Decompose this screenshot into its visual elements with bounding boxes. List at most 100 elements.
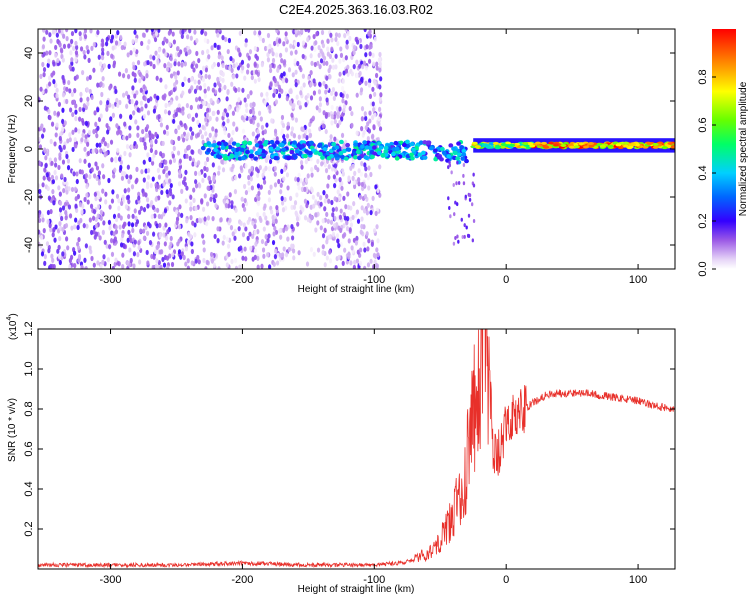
heatmap-cell [218,87,222,93]
heatmap-cell [187,113,192,119]
heatmap-cell [140,40,144,47]
heatmap-cell [338,119,342,126]
heatmap-cell [53,110,57,116]
heatmap-cell [102,136,106,142]
heatmap-cell [217,266,221,269]
heatmap-cell [123,121,127,127]
heatmap-cell [268,63,273,69]
heatmap-cell [178,204,182,210]
heatmap-cell [289,88,293,95]
heatmap-cell [346,30,350,37]
heatmap-cell [363,247,367,253]
heatmap-cell [61,57,65,63]
heatmap-cell [197,79,201,85]
heatmap-cell [148,240,153,246]
heatmap-cell [84,243,88,249]
heatmap-cell [64,209,68,216]
heatmap-cell [366,175,370,181]
heatmap-cell [232,63,236,69]
heatmap-cell [169,182,173,189]
heatmap-cell [139,205,144,211]
heatmap-band-cell [308,150,313,156]
heatmap-cell [228,217,232,223]
heatmap-cell [328,258,333,264]
heatmap-cell [343,247,347,253]
heatmap-cell [337,243,341,249]
heatmap-cell [279,52,283,58]
heatmap-cell [212,197,217,204]
heatmap-tail-cell [456,160,459,165]
heatmap-cell [144,192,148,198]
heatmap-ytick-label: 20 [23,95,35,107]
heatmap-cell [365,231,369,237]
heatmap-cell [243,75,247,81]
heatmap-cell [363,111,367,117]
heatmap-cell [96,107,100,113]
heatmap-cell [214,128,218,134]
heatmap-cell [309,53,313,59]
heatmap-cell [364,166,368,172]
heatmap-ytick-label: -40 [23,237,35,253]
heatmap-cell [304,29,308,33]
multiplier-exponent: 4 [6,317,13,321]
heatmap-band-cell [461,152,467,157]
heatmap-cell [42,36,46,42]
heatmap-cell [369,43,373,50]
snr-ytick-label: 0.6 [23,441,35,456]
heatmap-cell [318,102,322,108]
heatmap-cell [74,127,78,133]
heatmap-cell [359,43,363,50]
heatmap-cell [367,128,372,134]
heatmap-cell [344,55,348,61]
heatmap-cell [272,231,276,237]
heatmap-cell [282,71,286,77]
heatmap-cell [182,254,186,261]
heatmap-band-cell [289,149,295,155]
heatmap-cell [368,78,372,84]
heatmap-cell [360,161,364,167]
heatmap-cell [253,230,257,236]
heatmap-cell [318,96,322,102]
heatmap-cell [344,29,348,32]
heatmap-cell [312,251,316,257]
heatmap-cell [133,208,137,214]
heatmap-cell [114,224,118,230]
heatmap-cell [146,184,150,190]
heatmap-cell [74,103,78,109]
heatmap-strong-band-cell [548,141,555,145]
heatmap-cell [90,255,94,262]
heatmap-band-cell [206,141,212,146]
heatmap-cell [230,137,234,143]
heatmap-cell [323,228,327,234]
heatmap-cell [358,260,363,267]
heatmap-cell [373,80,377,86]
heatmap-cell [180,212,184,218]
heatmap-cell [336,238,340,244]
heatmap-cell [115,123,119,129]
heatmap-cell [233,257,238,264]
heatmap-cell [283,196,287,203]
heatmap-cell [152,55,156,61]
heatmap-cell [130,184,135,190]
heatmap-cell [323,262,327,268]
heatmap-cell [161,40,165,46]
heatmap-cell [280,168,284,174]
heatmap-cell [88,245,92,251]
heatmap-cell [162,129,167,135]
heatmap-band-cell [257,148,263,153]
heatmap-band-cell [383,149,389,154]
heatmap-cell [142,235,146,241]
heatmap-band-cell [422,155,428,160]
heatmap-cell [333,167,338,173]
heatmap-cell [273,171,277,177]
heatmap-band-cell [227,144,233,150]
heatmap-cell [85,76,90,82]
heatmap-strong-band-cell [568,145,575,149]
heatmap-cell [216,61,221,68]
heatmap-cell [39,73,43,79]
heatmap-tail-cell [448,206,451,211]
heatmap-cell [223,84,227,90]
heatmap-cell [366,202,370,208]
heatmap-cell [154,131,158,137]
heatmap-cell [324,168,329,174]
